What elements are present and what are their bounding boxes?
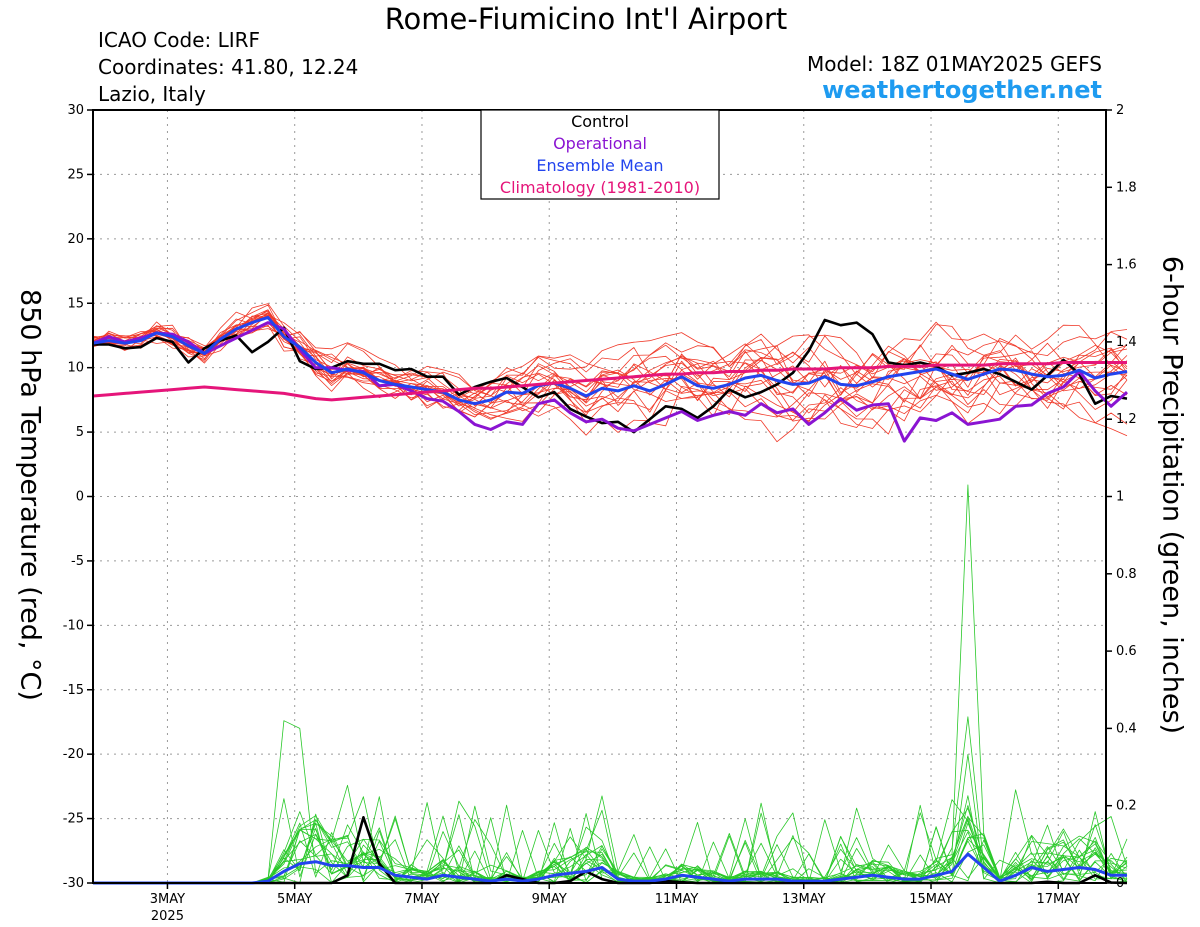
temperature-control-line	[93, 318, 1128, 434]
grid-lines	[93, 110, 1106, 883]
y2-tick-label: 1.6	[1116, 258, 1137, 273]
temperature-operational-line	[92, 321, 1128, 443]
chart-title: Rome-Fiumicino Int'l Airport	[384, 2, 788, 36]
y-tick-label: -30	[63, 876, 84, 891]
precipitation-member-line	[93, 798, 1128, 884]
temperature-member-line	[92, 309, 1128, 429]
y-tick-label: -20	[63, 747, 84, 762]
y2-tick-label: 0.4	[1116, 721, 1137, 736]
temperature-member-line	[92, 314, 1128, 413]
y2-tick-label: 1.4	[1116, 335, 1137, 350]
legend-climatology: Climatology (1981-2010)	[500, 178, 700, 197]
y2-tick-label: 0.2	[1116, 799, 1137, 814]
x-tick-label: 3MAY	[150, 892, 185, 907]
legend-box	[480, 109, 720, 200]
precipitation-ensemble-mean-line	[93, 852, 1127, 885]
temperature-member-line	[92, 325, 1128, 428]
y-tick-label: 25	[67, 167, 84, 182]
y2-tick-label: 2	[1116, 103, 1124, 118]
x-tick-label: 13MAY	[782, 892, 826, 907]
model-run-label: Model: 18Z 01MAY2025 GEFS	[807, 52, 1102, 76]
site-url[interactable]: weathertogether.net	[822, 76, 1102, 104]
temperature-member-line	[92, 324, 1128, 418]
legend-operational: Operational	[553, 134, 647, 153]
icao-code: ICAO Code: LIRF	[98, 28, 261, 52]
temperature-member-line	[93, 310, 1128, 427]
temperature-climatology-line	[92, 361, 1127, 402]
x-tick-sublabel: 2025	[151, 909, 184, 924]
temperature-member-line	[92, 312, 1128, 414]
precipitation-member-line	[93, 484, 1128, 884]
y-tick-label: 10	[67, 361, 84, 376]
y2-tick-label: 0.8	[1116, 567, 1137, 582]
legend: Control Operational Ensemble Mean Climatolo…	[480, 109, 720, 200]
legend-control: Control	[571, 112, 629, 131]
y2-tick-label: 1.2	[1116, 412, 1137, 427]
temperature-member-line	[92, 315, 1128, 437]
y-tick-label: 15	[67, 296, 84, 311]
y-tick-label: 0	[76, 490, 84, 505]
x-tick-label: 17MAY	[1036, 892, 1080, 907]
y2-tick-label: 0.6	[1116, 644, 1137, 659]
x-tick-label: 15MAY	[909, 892, 953, 907]
coordinates: Coordinates: 41.80, 12.24	[98, 55, 359, 79]
y-tick-label: 5	[76, 425, 84, 440]
temperature-ensemble-mean-line	[92, 315, 1128, 406]
legend-ensemble-mean: Ensemble Mean	[536, 156, 663, 175]
y-tick-label: 30	[67, 103, 84, 118]
y-tick-label: -15	[63, 683, 84, 698]
y-tick-label: -10	[63, 618, 84, 633]
y-tick-label: -5	[71, 554, 84, 569]
y-tick-label: 20	[67, 232, 84, 247]
x-tick-label: 7MAY	[404, 892, 439, 907]
x-tick-label: 11MAY	[655, 892, 699, 907]
x-tick-label: 5MAY	[277, 892, 312, 907]
region-label: Lazio, Italy	[98, 82, 206, 106]
y2-tick-label: 0	[1116, 876, 1124, 891]
y2-tick-label: 1.8	[1116, 180, 1137, 195]
y-tick-label: -25	[63, 812, 84, 827]
x-tick-label: 9MAY	[532, 892, 567, 907]
y2-tick-label: 1	[1116, 490, 1124, 505]
